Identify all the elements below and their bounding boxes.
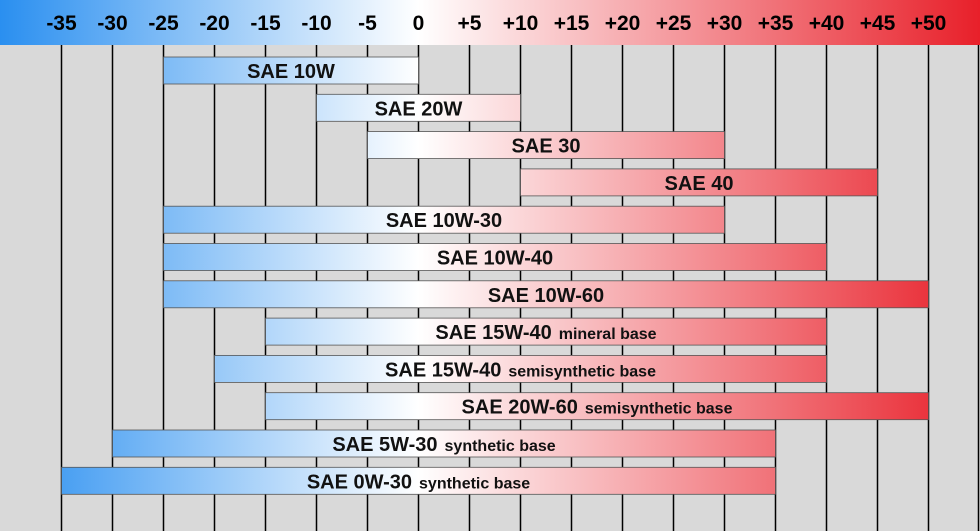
range-bar-fill — [163, 280, 929, 309]
grade-name: SAE 0W-30 — [307, 471, 412, 493]
range-bar-fill — [520, 168, 878, 197]
tick-label: +40 — [809, 12, 845, 35]
range-bar-fill — [265, 392, 929, 421]
range-bar-label: SAE 20W — [375, 98, 463, 120]
range-bar: SAE 30 — [367, 131, 725, 160]
grade-base-note: synthetic base — [419, 475, 530, 492]
tick-label: +50 — [911, 12, 947, 35]
tick-label: +20 — [605, 12, 641, 35]
range-bar-label: SAE 10W-60 — [488, 285, 604, 307]
range-bar-fill — [367, 131, 725, 160]
grade-name: SAE 15W-40 — [435, 322, 551, 344]
grade-name: SAE 30 — [512, 136, 581, 158]
range-bar-fill — [61, 466, 776, 495]
grade-name: SAE 10W-40 — [437, 248, 553, 270]
temperature-tick-labels: -35 -30 -25 -20 -15 -10 -5 0 +5 +10 +15 +20 +25 +30 +3… — [46, 12, 946, 35]
tick-label: +10 — [503, 12, 539, 35]
range-bar-fill — [163, 205, 725, 234]
range-bar: SAE 5W-30 synthetic base — [112, 429, 776, 458]
range-bar-label: SAE 40 — [665, 173, 734, 195]
tick-label: -20 — [199, 12, 229, 35]
range-bar-label: SAE 20W-60 semisynthetic base — [462, 397, 733, 419]
range-bar-fill — [214, 354, 827, 383]
range-bar: SAE 10W — [163, 56, 419, 85]
tick-label: -25 — [148, 12, 179, 35]
tick-label: +45 — [860, 12, 896, 35]
tick-label: +35 — [758, 12, 794, 35]
tick-label: +15 — [554, 12, 590, 35]
range-bar-fill — [112, 429, 776, 458]
range-bar-label: SAE 0W-30 synthetic base — [307, 471, 530, 493]
range-bar: SAE 10W-40 — [163, 243, 827, 271]
tick-label: 0 — [413, 12, 425, 35]
grade-base-note: synthetic base — [445, 438, 556, 455]
range-bar-label: SAE 10W-30 — [386, 210, 502, 232]
tick-label: -5 — [358, 12, 377, 35]
range-bar-label: SAE 5W-30 synthetic base — [332, 434, 555, 456]
range-bar-label: SAE 30 — [512, 136, 581, 158]
temperature-scale-band — [0, 0, 980, 45]
range-bar: SAE 20W-60 semisynthetic base — [265, 392, 929, 421]
range-bar-fill — [265, 317, 827, 346]
range-bar-label: SAE 15W-40 semisynthetic base — [385, 359, 656, 381]
tick-label: -15 — [250, 12, 281, 35]
oil-grade-ranges: SAE 10W SAE 20W SAE 30 SAE 40 SAE 10W-30 SAE … — [61, 56, 929, 495]
grade-base-note: semisynthetic base — [585, 401, 733, 418]
tick-label: -35 — [46, 12, 77, 35]
range-bar-fill — [163, 243, 827, 271]
range-bar-label: SAE 10W — [247, 61, 335, 83]
range-bar-fill — [316, 93, 521, 122]
grade-name: SAE 20W-60 — [462, 397, 578, 419]
grade-base-note: semisynthetic base — [508, 363, 656, 380]
range-bar-fill — [163, 56, 419, 85]
grade-name: SAE 10W-60 — [488, 285, 604, 307]
grade-name: SAE 40 — [665, 173, 734, 195]
grade-name: SAE 5W-30 — [332, 434, 437, 456]
range-bar-label: SAE 15W-40 mineral base — [435, 322, 656, 344]
grade-name: SAE 10W-30 — [386, 210, 502, 232]
range-bar: SAE 0W-30 synthetic base — [61, 466, 776, 495]
grade-name: SAE 10W — [247, 61, 335, 83]
range-bar: SAE 10W-60 — [163, 280, 929, 309]
range-bar-label: SAE 10W-40 — [437, 248, 553, 270]
range-bar: SAE 10W-30 — [163, 205, 725, 234]
tick-label: +30 — [707, 12, 743, 35]
range-bar: SAE 20W — [316, 93, 521, 122]
tick-label: +5 — [458, 12, 482, 35]
range-bar: SAE 40 — [520, 168, 878, 197]
tick-label: +25 — [656, 12, 692, 35]
grade-base-note: mineral base — [559, 326, 657, 343]
grade-name: SAE 15W-40 — [385, 359, 501, 381]
tick-label: -30 — [97, 12, 127, 35]
grade-name: SAE 20W — [375, 98, 463, 120]
range-bar: SAE 15W-40 mineral base — [265, 317, 827, 346]
tick-label: -10 — [301, 12, 331, 35]
range-bar: SAE 15W-40 semisynthetic base — [214, 354, 827, 383]
